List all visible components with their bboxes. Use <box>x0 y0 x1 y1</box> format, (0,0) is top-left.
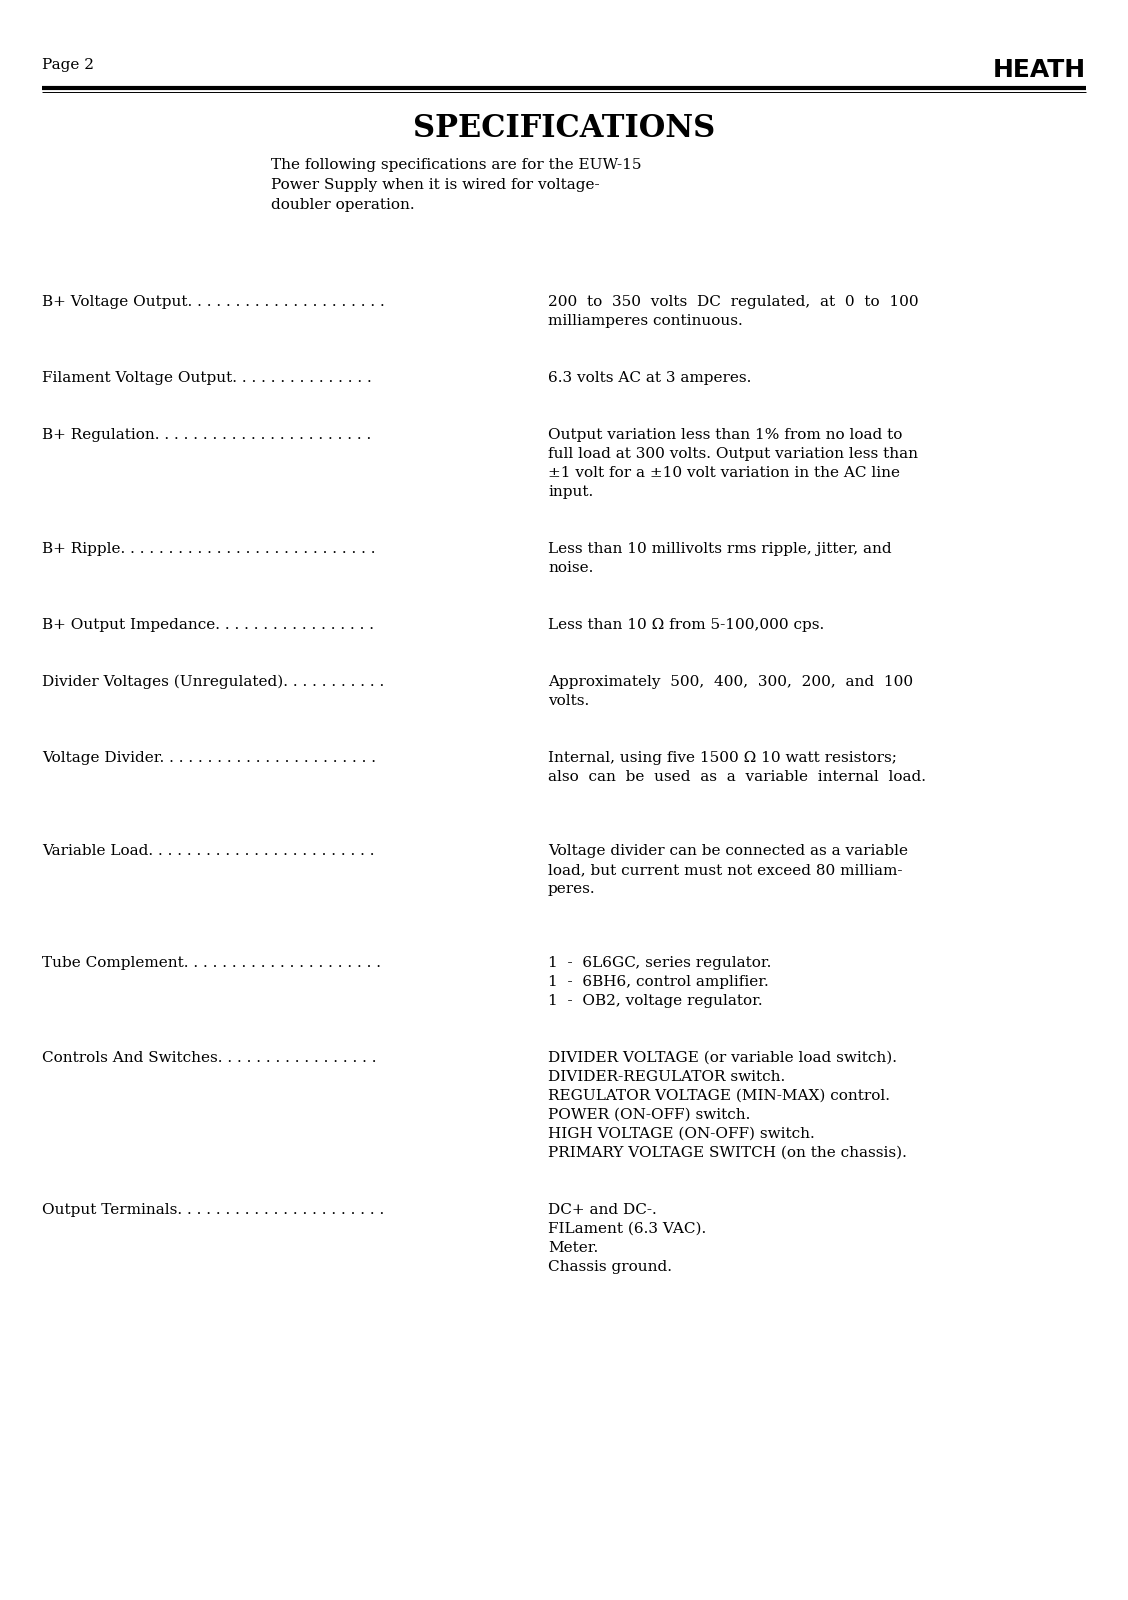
Text: POWER (ON-OFF) switch.: POWER (ON-OFF) switch. <box>548 1107 750 1122</box>
Text: 1  -  6L6GC, series regulator.: 1 - 6L6GC, series regulator. <box>548 955 772 970</box>
Text: milliamperes continuous.: milliamperes continuous. <box>548 314 742 328</box>
Text: Internal, using five 1500 Ω 10 watt resistors;: Internal, using five 1500 Ω 10 watt resi… <box>548 750 897 765</box>
Text: Tube Complement. . . . . . . . . . . . . . . . . . . . .: Tube Complement. . . . . . . . . . . . .… <box>42 955 381 970</box>
Text: SPECIFICATIONS: SPECIFICATIONS <box>413 114 715 144</box>
Text: REGULATOR VOLTAGE (MIN-MAX) control.: REGULATOR VOLTAGE (MIN-MAX) control. <box>548 1090 890 1102</box>
Text: Output variation less than 1% from no load to: Output variation less than 1% from no lo… <box>548 427 902 442</box>
Text: noise.: noise. <box>548 562 593 574</box>
Text: Voltage Divider. . . . . . . . . . . . . . . . . . . . . . .: Voltage Divider. . . . . . . . . . . . .… <box>42 750 376 765</box>
Text: HIGH VOLTAGE (ON-OFF) switch.: HIGH VOLTAGE (ON-OFF) switch. <box>548 1126 814 1141</box>
Text: DIVIDER VOLTAGE (or variable load switch).: DIVIDER VOLTAGE (or variable load switch… <box>548 1051 897 1066</box>
Text: DC+ and DC-.: DC+ and DC-. <box>548 1203 656 1218</box>
Text: 1  -  6BH6, control amplifier.: 1 - 6BH6, control amplifier. <box>548 974 769 989</box>
Text: Voltage divider can be connected as a variable: Voltage divider can be connected as a va… <box>548 845 908 858</box>
Text: Less than 10 millivolts rms ripple, jitter, and: Less than 10 millivolts rms ripple, jitt… <box>548 542 891 557</box>
Text: Page 2: Page 2 <box>42 58 94 72</box>
Text: Power Supply when it is wired for voltage-: Power Supply when it is wired for voltag… <box>271 178 599 192</box>
Text: Variable Load. . . . . . . . . . . . . . . . . . . . . . . .: Variable Load. . . . . . . . . . . . . .… <box>42 845 374 858</box>
Text: B+ Regulation. . . . . . . . . . . . . . . . . . . . . . .: B+ Regulation. . . . . . . . . . . . . .… <box>42 427 371 442</box>
Text: input.: input. <box>548 485 593 499</box>
Text: volts.: volts. <box>548 694 589 707</box>
Text: PRIMARY VOLTAGE SWITCH (on the chassis).: PRIMARY VOLTAGE SWITCH (on the chassis). <box>548 1146 907 1160</box>
Text: FILament (6.3 VAC).: FILament (6.3 VAC). <box>548 1222 706 1235</box>
Text: doubler operation.: doubler operation. <box>271 198 414 211</box>
Text: ±1 volt for a ±10 volt variation in the AC line: ±1 volt for a ±10 volt variation in the … <box>548 466 900 480</box>
Text: The following specifications are for the EUW-15: The following specifications are for the… <box>271 158 641 171</box>
Text: also  can  be  used  as  a  variable  internal  load.: also can be used as a variable internal … <box>548 770 926 784</box>
Text: Less than 10 Ω from 5-100,000 cps.: Less than 10 Ω from 5-100,000 cps. <box>548 618 825 632</box>
Text: Divider Voltages (Unregulated). . . . . . . . . . .: Divider Voltages (Unregulated). . . . . … <box>42 675 385 690</box>
Text: Controls And Switches. . . . . . . . . . . . . . . . .: Controls And Switches. . . . . . . . . .… <box>42 1051 377 1066</box>
Text: Output Terminals. . . . . . . . . . . . . . . . . . . . . .: Output Terminals. . . . . . . . . . . . … <box>42 1203 385 1218</box>
Text: Filament Voltage Output. . . . . . . . . . . . . . .: Filament Voltage Output. . . . . . . . .… <box>42 371 372 386</box>
Text: HEATH: HEATH <box>993 58 1086 82</box>
Text: DIVIDER-REGULATOR switch.: DIVIDER-REGULATOR switch. <box>548 1070 785 1085</box>
Text: B+ Voltage Output. . . . . . . . . . . . . . . . . . . . .: B+ Voltage Output. . . . . . . . . . . .… <box>42 294 385 309</box>
Text: load, but current must not exceed 80 milliam-: load, but current must not exceed 80 mil… <box>548 862 902 877</box>
Text: 1  -  OB2, voltage regulator.: 1 - OB2, voltage regulator. <box>548 994 763 1008</box>
Text: 200  to  350  volts  DC  regulated,  at  0  to  100: 200 to 350 volts DC regulated, at 0 to 1… <box>548 294 918 309</box>
Text: Approximately  500,  400,  300,  200,  and  100: Approximately 500, 400, 300, 200, and 10… <box>548 675 914 690</box>
Text: full load at 300 volts. Output variation less than: full load at 300 volts. Output variation… <box>548 446 918 461</box>
Text: Meter.: Meter. <box>548 1242 598 1254</box>
Text: B+ Output Impedance. . . . . . . . . . . . . . . . .: B+ Output Impedance. . . . . . . . . . .… <box>42 618 374 632</box>
Text: Chassis ground.: Chassis ground. <box>548 1261 672 1274</box>
Text: 6.3 volts AC at 3 amperes.: 6.3 volts AC at 3 amperes. <box>548 371 751 386</box>
Text: peres.: peres. <box>548 882 596 896</box>
Text: B+ Ripple. . . . . . . . . . . . . . . . . . . . . . . . . . .: B+ Ripple. . . . . . . . . . . . . . . .… <box>42 542 376 557</box>
